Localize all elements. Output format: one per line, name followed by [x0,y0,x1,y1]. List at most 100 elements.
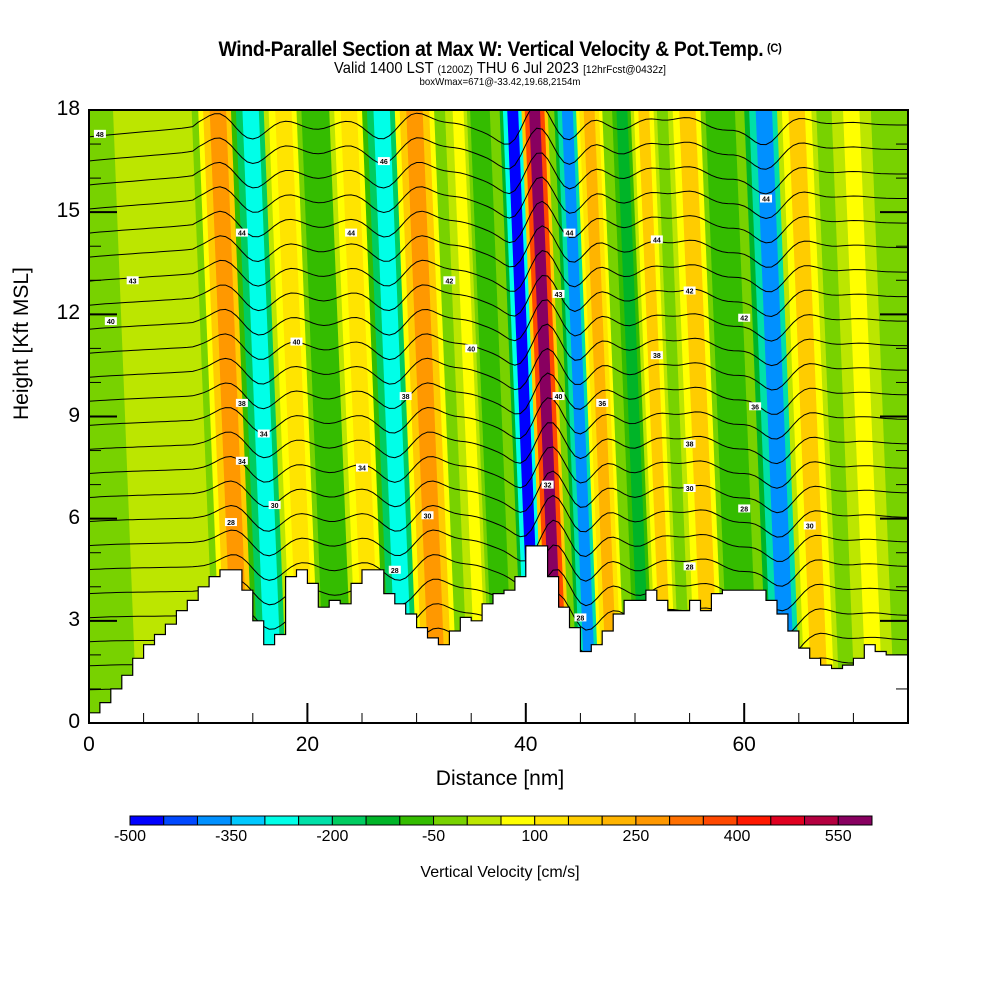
contour-label-text: 44 [566,231,574,238]
valid-time: Valid 1400 LST (1200Z) THU 6 Jul 2023 [1… [40,60,960,78]
contour-label-text: 30 [806,523,814,530]
contour-label: 28 [574,613,587,622]
contour-label-text: 38 [238,401,246,408]
theta-contour [89,176,908,220]
y-tick-label: 15 [56,199,80,223]
theta-contour [89,274,908,318]
valid-date: THU 6 Jul 2023 [476,60,580,77]
w-band [373,110,414,723]
contour-label: 30 [803,521,816,530]
w-band [788,110,829,723]
contour-label: 30 [268,501,281,510]
w-band [638,110,674,723]
contour-label: 38 [650,351,663,360]
terrain-mask [88,545,909,724]
contour-label-text: 34 [238,459,246,466]
contour-label: 44 [760,194,773,204]
colorbar-swatch [264,815,300,826]
contour-label: 42 [683,286,696,295]
contour-label-text: 36 [751,404,759,411]
contour-label: 44 [563,228,576,238]
contour-label: 40 [465,344,478,353]
colorbar-swatch [298,815,333,826]
colorbar-tick-label: 550 [824,828,852,845]
colorbar-swatch [331,815,367,826]
contour-label-text: 46 [380,159,388,166]
theta-contour [89,110,908,146]
x-tick-label: 0 [83,733,95,756]
theta-contour [89,470,908,514]
contour-label: 40 [290,337,303,347]
w-band [406,110,447,723]
theta-contour [89,225,908,268]
contour-label-text: 43 [129,278,137,285]
w-band [89,597,94,723]
contour-label-text: 38 [653,353,661,360]
x-axis-label: Distance [nm] [435,767,565,790]
contour-label-text: 28 [391,568,399,575]
title-text: Wind-Parallel Section at Max W: Vertical… [218,38,764,61]
colorbar-tick-label: 100 [521,828,549,845]
theta-contour [89,422,908,465]
colorbar-tick-label: 400 [723,828,751,845]
contour-label-text: 40 [467,346,475,353]
contour-label-text: 42 [445,278,453,285]
contour-label: 30 [683,484,696,493]
contour-label: 43 [552,289,565,299]
chart-title: Wind-Parallel Section at Max W: Vertical… [40,38,960,62]
y-tick-label: 9 [68,403,80,427]
colorbar-swatch [500,815,536,826]
colorbar-swatch [433,815,468,826]
theta-contour [89,152,908,195]
contour-label: 48 [93,129,106,139]
colorbar-swatch [365,815,401,826]
theta-contour [89,397,908,440]
contour-label-text: 40 [293,340,301,347]
theta-contour [89,544,908,587]
contour-label: 30 [421,511,434,520]
colorbar-tick-label: 250 [622,828,650,845]
contour-label-text: 32 [544,483,552,490]
contour-label-text: 34 [358,466,366,473]
colorbar-swatch [669,815,704,826]
contour-label-text: 44 [762,197,770,204]
x-tick-label: 60 [732,733,756,756]
contour-label: 44 [345,228,358,238]
contour-label: 44 [235,228,248,238]
contour-label: 38 [399,392,412,401]
contour-label-text: 30 [424,513,432,520]
w-band [474,110,510,723]
contour-label-text: 28 [740,506,748,513]
theta-contour [89,372,908,415]
contour-label: 46 [377,157,390,166]
theta-contour [89,347,908,391]
theta-contour [89,519,908,562]
contour-label: 28 [683,562,696,571]
contour-label-text: 40 [107,319,115,326]
colorbar-tick-label: -50 [421,828,446,845]
contour-label: 44 [650,235,663,244]
contour-label-text: 48 [96,132,104,139]
contour-label-text: 43 [555,292,563,299]
colorbar-swatch [770,815,806,826]
colorbar [129,815,873,826]
contour-label: 38 [683,439,696,449]
valid-prefix: Valid 1400 LST [334,60,434,77]
w-band [242,110,283,723]
theta-contour [89,299,908,342]
theta-contour [89,200,908,244]
contour-label-text: 38 [402,394,410,401]
colorbar-swatch [635,815,671,826]
theta-contour [89,494,908,538]
contour-label-text: 28 [227,520,235,527]
theta-contour [89,127,908,170]
colorbar-label: Vertical Velocity [cm/s] [420,864,580,881]
theta-contour [89,250,908,293]
contour-label: 32 [541,480,554,490]
colorbar-swatch [129,815,165,826]
w-band [679,110,720,723]
w-band [755,110,797,723]
axis-ticks [88,109,909,724]
colorbar-swatch [196,815,232,826]
